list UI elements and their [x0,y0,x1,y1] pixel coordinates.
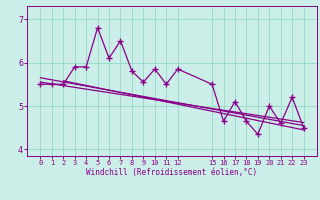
X-axis label: Windchill (Refroidissement éolien,°C): Windchill (Refroidissement éolien,°C) [86,168,258,177]
